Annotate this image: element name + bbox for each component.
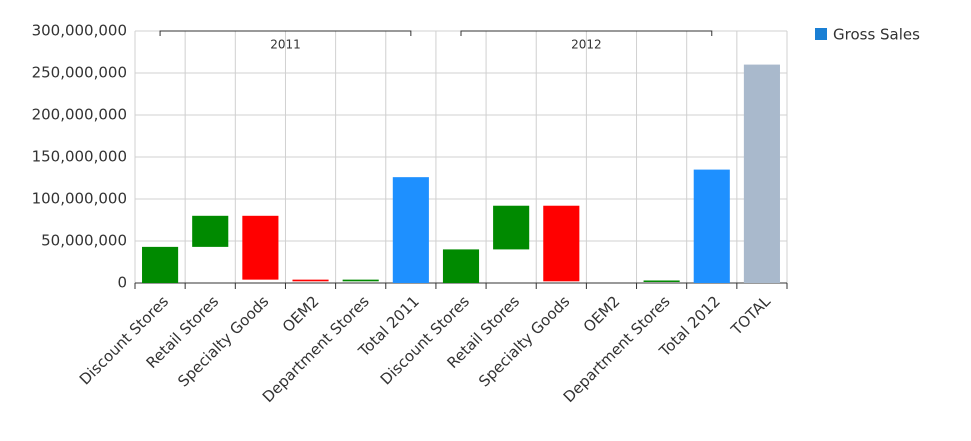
bar	[192, 215, 229, 247]
legend-label: Gross Sales	[833, 26, 920, 44]
group-label: 2011	[270, 38, 301, 52]
bar	[493, 205, 530, 250]
bar	[342, 279, 379, 282]
y-tick-label: 50,000,000	[41, 232, 127, 250]
y-tick-label: 150,000,000	[32, 148, 127, 166]
y-tick-label: 300,000,000	[32, 22, 127, 40]
bar	[442, 249, 480, 283]
x-tick-label: Specialty Goods	[174, 292, 272, 390]
y-tick-label: 200,000,000	[32, 106, 127, 124]
group-bracket	[159, 30, 412, 36]
legend-swatch	[815, 28, 827, 40]
y-tick-label: 0	[117, 274, 127, 292]
bar	[242, 215, 279, 280]
group-bracket	[460, 30, 713, 36]
y-tick-label: 250,000,000	[32, 64, 127, 82]
y-tick-label: 100,000,000	[32, 190, 127, 208]
bar	[693, 169, 730, 283]
x-tick-label: OEM2	[580, 292, 624, 336]
x-tick-label: OEM2	[279, 292, 323, 336]
bar	[743, 64, 780, 283]
x-tick-label: Specialty Goods	[475, 292, 573, 390]
bar	[292, 279, 329, 282]
x-tick-label: Discount Stores	[377, 292, 473, 388]
group-label: 2012	[571, 38, 602, 52]
x-tick-label: TOTAL	[727, 292, 775, 340]
x-tick-label: Discount Stores	[76, 292, 172, 388]
bar	[543, 205, 580, 282]
bar	[142, 246, 179, 283]
bar	[392, 177, 429, 283]
bar	[643, 280, 680, 282]
